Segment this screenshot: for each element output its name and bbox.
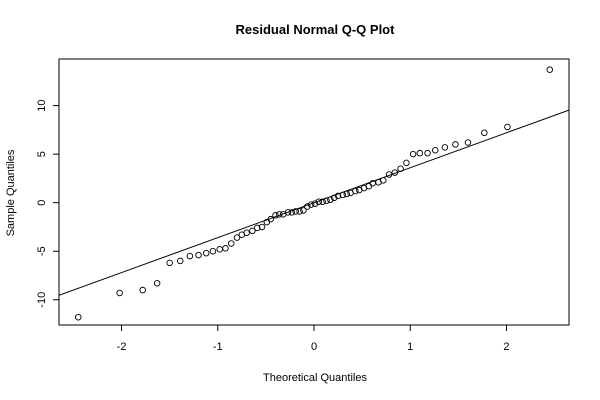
plot-frame [58, 58, 570, 326]
data-point [330, 194, 338, 202]
data-point [153, 280, 161, 287]
y-tick-label: 10 [36, 99, 48, 111]
data-point [166, 259, 173, 267]
data-point [284, 209, 292, 216]
x-axis-label: Theoretical Quantiles [263, 372, 367, 384]
y-tick-label: -5 [36, 246, 48, 256]
x-tick-label: -1 [213, 341, 223, 353]
data-point [343, 190, 350, 198]
data-point [464, 139, 472, 146]
data-point [272, 212, 279, 219]
data-point [74, 313, 82, 321]
data-point [409, 150, 417, 158]
y-tick-label: -10 [36, 292, 48, 308]
data-point [416, 149, 424, 157]
data-point [504, 123, 511, 131]
data-point [441, 144, 449, 151]
data-point [176, 257, 184, 265]
data-point [186, 252, 194, 260]
x-tick-label: -2 [117, 341, 127, 353]
y-tick-label: 5 [36, 151, 48, 157]
data-point [403, 159, 410, 167]
data-point [116, 289, 123, 297]
data-point [202, 249, 210, 257]
data-point [339, 191, 347, 199]
data-point [385, 171, 393, 178]
y-axis-label: Sample Quantiles [5, 149, 17, 236]
data-point [546, 66, 554, 73]
data-point [300, 207, 307, 214]
data-point [380, 177, 387, 184]
data-point [249, 227, 256, 235]
data-point [323, 197, 330, 204]
data-point [139, 286, 146, 294]
y-tick-label: 0 [36, 200, 48, 206]
data-point [327, 196, 334, 204]
data-point [288, 209, 296, 216]
data-point [431, 147, 439, 154]
data-point [253, 224, 261, 232]
chart-title: Residual Normal Q-Q Plot [236, 22, 396, 37]
data-point [243, 229, 250, 237]
points-layer [74, 66, 554, 321]
data-point [424, 149, 431, 157]
data-point [307, 201, 315, 208]
data-point [296, 208, 303, 215]
x-tick-label: 2 [503, 341, 509, 353]
data-point [227, 240, 235, 247]
data-point [352, 187, 359, 195]
data-point [195, 251, 202, 259]
data-point [222, 245, 229, 252]
data-point [315, 198, 323, 205]
reference-line [59, 109, 569, 296]
data-point [319, 198, 326, 205]
data-point [365, 182, 373, 190]
data-point [391, 169, 399, 176]
x-tick-label: 1 [407, 341, 413, 353]
data-point [216, 246, 223, 253]
data-point [276, 211, 283, 218]
y-axis: -10 -5 0 5 10 [36, 99, 60, 308]
x-axis: -2 -1 0 1 2 [117, 324, 510, 353]
x-tick-label: 0 [311, 341, 317, 353]
data-point [334, 192, 342, 200]
data-point [292, 208, 299, 215]
data-point [481, 129, 488, 137]
data-point [233, 234, 241, 241]
data-point [397, 165, 404, 172]
reference-line-layer [59, 109, 569, 296]
data-point [258, 223, 266, 231]
data-point [304, 203, 311, 210]
data-point [209, 247, 217, 255]
data-point [267, 215, 274, 223]
data-point [452, 141, 459, 148]
data-point [311, 200, 319, 207]
